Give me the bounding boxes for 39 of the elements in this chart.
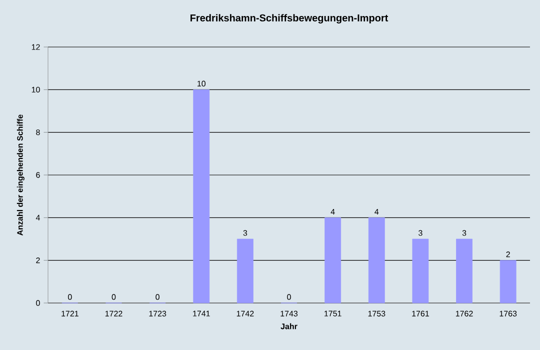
y-tick-label: 6 [36, 172, 40, 178]
x-tick-label: 1763 [500, 310, 517, 316]
y-axis-title: Anzahl der eingehenden Schiffe [16, 114, 24, 236]
bar [456, 238, 472, 304]
y-tick-label: 8 [36, 129, 40, 136]
data-label: 10 [198, 80, 206, 86]
chart-title: Fredrikshamn-Schiffsbewegungen-Import [190, 14, 388, 24]
x-tick-label: 1751 [324, 310, 342, 316]
data-label: 0 [68, 294, 72, 300]
y-tick-label: 2 [36, 258, 40, 264]
data-label: 2 [506, 252, 510, 258]
data-label: 0 [112, 294, 116, 300]
bar [193, 89, 210, 304]
data-label: 4 [330, 208, 335, 214]
data-label: 3 [418, 230, 422, 236]
bar [324, 217, 342, 304]
y-tick-label: 0 [36, 300, 40, 306]
x-tick-label: 1762 [456, 310, 473, 316]
data-label: 3 [243, 230, 248, 236]
x-tick-label: 1761 [412, 310, 429, 316]
data-label: 0 [156, 294, 160, 300]
bar [412, 238, 429, 304]
y-tick-label: 4 [36, 214, 40, 220]
data-label: 0 [287, 294, 291, 300]
data-label: 4 [374, 208, 379, 214]
y-tick-label: 10 [32, 86, 40, 92]
bar [368, 217, 385, 304]
x-tick-label: 1722 [105, 310, 122, 316]
x-tick-label: 1753 [368, 310, 386, 316]
bar [236, 238, 254, 304]
x-tick-label: 1723 [149, 310, 166, 316]
x-tick-label: 1741 [193, 310, 210, 316]
y-tick-label: 12 [32, 44, 40, 50]
x-tick-label: 1742 [236, 310, 254, 316]
x-tick-label: 1743 [280, 310, 298, 316]
x-tick-label: 1721 [62, 310, 78, 316]
bar [500, 260, 516, 304]
data-label: 3 [462, 230, 466, 236]
x-axis-title: Jahr [280, 323, 298, 330]
